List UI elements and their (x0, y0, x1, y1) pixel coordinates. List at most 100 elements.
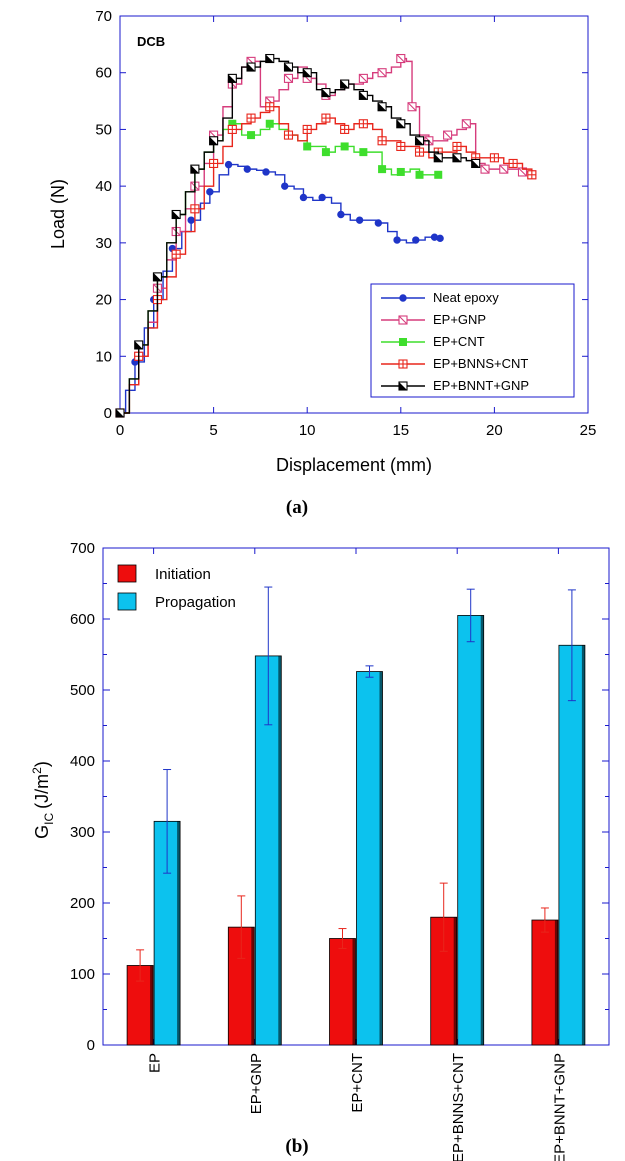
error-bar (540, 907, 549, 933)
data-point (227, 124, 237, 134)
legend-label: EP+BNNS+CNT (433, 356, 528, 371)
data-point (281, 182, 289, 190)
bar-shadow (251, 927, 255, 1045)
bar-shadow (352, 938, 356, 1045)
data-point (134, 340, 144, 350)
data-point (224, 160, 233, 169)
legend-marker (399, 338, 407, 346)
data-point (355, 216, 364, 224)
y-tick-label-a: 30 (95, 235, 112, 252)
data-point (283, 62, 294, 72)
data-point (461, 119, 471, 129)
bars-group-b (126, 586, 586, 1046)
x-tick-label-a: 20 (486, 422, 503, 439)
data-point (171, 249, 181, 259)
legend-swatch (117, 564, 137, 583)
y-tick-label-a: 70 (95, 8, 112, 25)
data-point (206, 188, 214, 196)
bar-shadow (554, 920, 558, 1045)
data-point (377, 136, 387, 146)
bar-propagation (356, 671, 383, 1046)
y-axis-label-b-subscript: IC (42, 813, 56, 825)
data-point (396, 119, 406, 129)
error-bar (439, 882, 448, 952)
data-point (471, 158, 481, 169)
legend-label: Initiation (155, 566, 211, 583)
data-point (283, 130, 294, 140)
data-point (358, 90, 368, 100)
data-point (283, 73, 294, 83)
x-tick-label-a: 25 (580, 422, 597, 439)
data-point (302, 124, 312, 134)
axis-ticks-b: 0 100 200 300 400 500 600 700 (70, 540, 609, 1054)
bar-shadow (379, 671, 383, 1045)
data-point (321, 113, 331, 123)
data-point (378, 165, 387, 174)
error-bar (365, 665, 374, 678)
data-point (377, 102, 387, 112)
bar-initiation (531, 919, 559, 1046)
bar-shadow (581, 645, 585, 1045)
data-point (396, 167, 405, 176)
data-point (190, 204, 200, 214)
data-point (190, 164, 200, 174)
data-point (337, 210, 345, 219)
data-point (209, 136, 219, 146)
y-tick-label-a: 0 (104, 405, 112, 422)
data-point (396, 53, 406, 64)
data-point (265, 102, 275, 112)
data-point (228, 119, 237, 128)
bar-shadow (278, 655, 282, 1045)
data-point (247, 131, 256, 140)
data-point (359, 148, 368, 157)
legend-marker (398, 381, 408, 391)
y-tick-label-b: 0 (87, 1037, 95, 1054)
data-point (434, 170, 443, 179)
data-point (265, 53, 275, 64)
category-labels-b: EP EP+GNP EP+CNT EP+BNNS+CNT EP+BNNT+GNP (147, 1053, 569, 1161)
dcb-annotation: DCB (137, 34, 165, 49)
data-point (415, 170, 424, 179)
legend-label: EP+CNT (433, 334, 485, 349)
data-point (302, 68, 312, 78)
data-point (358, 119, 368, 129)
data-point (377, 68, 387, 78)
category-label: EP+BNNS+CNT (450, 1053, 467, 1161)
series-group-a (115, 53, 537, 418)
data-point (527, 170, 537, 180)
data-point (299, 193, 308, 202)
y-tick-label-a: 20 (95, 292, 112, 309)
legend-label: Propagation (155, 594, 236, 611)
data-point (443, 130, 453, 140)
x-tick-label-a: 0 (116, 422, 124, 439)
y-axis-label-b-symbol: G (32, 825, 52, 839)
legend-label: Neat epoxy (433, 290, 499, 305)
data-point (340, 124, 350, 134)
category-label: EP+BNNT+GNP (551, 1053, 568, 1161)
data-point (262, 168, 270, 176)
error-bar (264, 586, 273, 726)
legend-marker (398, 315, 408, 325)
bar-shadow (480, 615, 484, 1045)
category-label: EP+CNT (349, 1053, 366, 1113)
data-point (246, 113, 256, 123)
data-point (152, 272, 162, 282)
data-point (414, 136, 425, 146)
data-point (115, 408, 125, 418)
data-point (318, 193, 326, 202)
bar-propagation (558, 644, 586, 1046)
axis-ticks-a: 0 5 10 15 20 25 0 10 20 30 40 50 60 70 (95, 8, 596, 439)
x-axis-label-a: Displacement (mm) (276, 455, 432, 475)
data-point (243, 165, 251, 173)
data-point (209, 158, 219, 169)
data-point (321, 88, 331, 98)
data-point (303, 142, 312, 151)
y-axis-label-b-unit-sup: 2 (30, 767, 44, 774)
bar-initiation (329, 938, 356, 1046)
data-point (508, 158, 518, 169)
data-point (407, 102, 417, 112)
data-point (358, 73, 368, 83)
y-axis-label-a: Load (N) (48, 179, 68, 249)
data-point (499, 164, 509, 174)
y-tick-label-a: 40 (95, 178, 112, 195)
